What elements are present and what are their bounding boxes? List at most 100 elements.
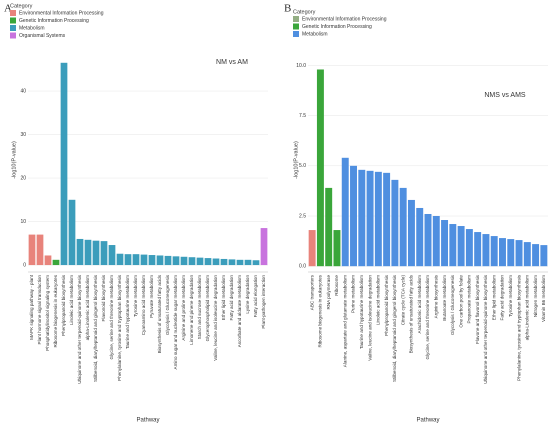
y-axis-label: -log10(P-value) [11,141,17,179]
x-tick-label: Stilbenoid, diarylheptanoid and gingerol… [392,274,397,382]
x-tick-label: Ribosome biogenesis in eukaryotes [53,274,58,347]
bar [260,228,268,266]
x-axis-label: Pathway [136,418,159,424]
bar [449,224,457,267]
bar [507,239,515,267]
y-tick-label: 2.5 [299,213,306,219]
bar [84,239,92,266]
x-tick-label: Phenylalanine, tyrosine and tryptophan b… [117,274,122,381]
bar [244,259,252,266]
x-tick-label: Tyrosine metabolism [133,275,138,317]
bar [325,187,333,267]
bar [523,242,531,267]
bar [532,244,540,267]
x-tick-label: Glycolysis / Gluconeogenesis [450,274,455,335]
x-tick-label: Propanoate metabolism [467,275,472,324]
bar [252,260,260,266]
bar [465,229,473,267]
legend-swatch [293,23,299,30]
x-tick-label: Phenylpropanoid biosynthesis [61,274,66,336]
bar [92,240,100,266]
x-tick-label: Limonene and pinene degradation [189,275,194,345]
x-tick-label: Taurine and hypotaurine metabolism [359,275,364,349]
x-tick-label: Butanoate metabolism [442,275,447,321]
bar [36,234,44,266]
bar [424,213,432,267]
x-tick-label: Taurine and hypotaurine metabolism [125,275,130,349]
bar [515,240,523,267]
bar [482,234,490,267]
x-tick-label: Glycine, serine and threonine metabolism [109,275,114,360]
x-tick-label: Phosphatidylinositol signaling system [45,275,50,351]
x-tick-label: One carbon pool by folate [458,275,463,328]
x-tick-label: Flavonoid biosynthesis [101,274,106,321]
x-tick-label: Biosynthesis of unsaturated fatty acids [157,274,162,353]
x-tick-label: alpha-Linolenic acid metabolism [85,275,90,341]
bar [108,245,116,266]
bar [474,232,482,267]
bar [188,257,196,266]
x-tick-label: Flavone and flavonol biosynthesis [475,274,480,344]
legend-swatch [10,17,16,24]
bar [432,216,440,267]
legend-label: Metabolism [302,31,328,37]
y-tick-label: 0 [23,262,26,268]
bar [124,254,132,266]
bar [68,199,76,266]
x-axis-label: Pathway [416,418,439,424]
x-tick-label: Linoleic acid metabolism [376,275,381,325]
chart-title: NM vs AM [216,59,248,66]
bar [407,199,415,267]
x-tick-label: Ascorbate and aldarate metabolism [237,275,242,347]
x-tick-label: Ether lipid metabolism [221,275,226,320]
y-tick-label: 10 [20,219,26,225]
bar [341,157,349,267]
bar [350,165,357,267]
x-tick-label: Valine, leucine and isoleucine degradati… [367,275,372,361]
bar [52,259,60,266]
panel-label: A [4,3,12,15]
x-tick-label: Lysine degradation [245,275,250,314]
x-tick-label: Phenylpropanoid biosynthesis [384,274,389,336]
legend-label: Environmental Information Processing [19,10,104,16]
x-tick-label: Arginine and proline metabolism [181,275,186,341]
x-tick-label: Purine metabolism [351,275,356,313]
y-tick-label: 5.0 [299,163,306,169]
x-tick-label: Plant hormone signal transduction [37,275,42,345]
y-axis-label: -log10(P-value) [293,141,299,179]
bar [140,254,148,266]
y-tick-label: 30 [20,132,26,138]
bar [316,69,324,267]
legend-swatch [293,31,299,37]
legend-swatch [10,25,16,31]
bar [540,245,548,267]
x-tick-label: Tyrosine metabolism [508,275,513,317]
x-tick-label: Amino sugar and nucleotide sugar metabol… [173,275,178,370]
x-tick-label: Ether lipid metabolism [491,275,496,320]
bar [236,259,244,266]
y-tick-label: 40 [20,88,26,94]
x-tick-label: Citrate cycle (TCA cycle) [400,275,405,326]
x-tick-label: Fatty acid elongation [253,275,258,318]
bar [204,258,212,266]
y-tick-label: 7.5 [299,113,306,119]
bar [132,254,140,266]
bar [374,171,382,267]
x-tick-label: Biosynthesis of unsaturated fatty acids [409,274,414,353]
x-tick-label: Fatty acid degradation [500,275,505,321]
legend-label: Genetic Information Processing [19,18,89,24]
bar [391,179,399,267]
bar [196,257,204,266]
legend-swatch [10,10,16,16]
chart-title: NMS vs AMS [484,92,526,99]
bar [76,238,84,266]
x-tick-label: MAPK signaling pathway - plant [29,274,34,340]
panel-label: B [284,3,291,15]
bar [100,241,108,266]
x-tick-label: alpha-Linolenic acid metabolism [525,275,530,341]
x-tick-label: Alanine, aspartate and glutamate metabol… [342,275,347,367]
x-tick-label: Starch and sucrose metabolism [197,275,202,340]
bar [499,238,506,267]
bar [116,253,124,266]
